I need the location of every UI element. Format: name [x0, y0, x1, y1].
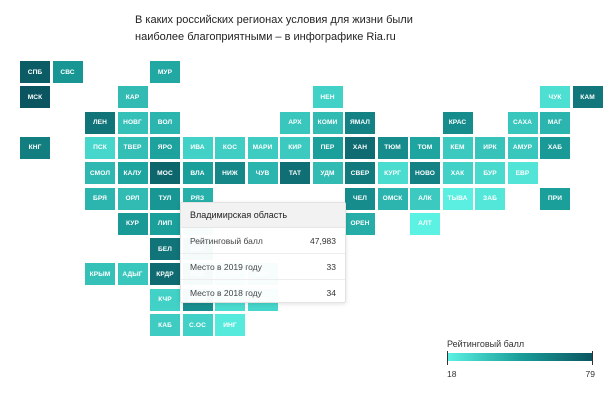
region-tile-крым[interactable]: КРЫМ — [85, 263, 115, 286]
region-tile-нен[interactable]: НЕН — [312, 86, 343, 109]
region-tile-крдр[interactable]: КРДР — [150, 263, 180, 286]
region-tile-удм[interactable]: УДМ — [312, 162, 343, 185]
region-tile-чук[interactable]: ЧУК — [540, 86, 570, 109]
region-tile-свс[interactable]: СВС — [52, 61, 83, 83]
region-tile-алк[interactable]: АЛК — [410, 187, 440, 210]
region-tile-чув[interactable]: ЧУВ — [247, 162, 278, 185]
region-tile-мск[interactable]: МСК — [20, 86, 50, 109]
region-tile-заб[interactable]: ЗАБ — [475, 187, 505, 210]
tooltip-label: Место в 2019 году — [190, 261, 262, 272]
region-tile-хак[interactable]: ХАК — [442, 162, 473, 185]
region-tile-при[interactable]: ПРИ — [540, 187, 570, 210]
region-tile-яро[interactable]: ЯРО — [150, 136, 180, 159]
region-tile-мур[interactable]: МУР — [150, 61, 180, 83]
region-tile-тул[interactable]: ТУЛ — [150, 187, 180, 210]
region-tile-крас[interactable]: КРАС — [442, 111, 473, 134]
tooltip-value: 34 — [326, 287, 336, 298]
region-tile-тат[interactable]: ТАТ — [280, 162, 310, 185]
region-tile-кам[interactable]: КАМ — [572, 86, 603, 109]
legend-title: Рейтинговый балл — [447, 339, 525, 349]
region-tile-пер[interactable]: ПЕР — [312, 136, 343, 159]
tooltip-region-name: Владимирская область — [181, 203, 345, 228]
region-tile-евр[interactable]: ЕВР — [507, 162, 538, 185]
legend-ticks: 18 79 — [447, 369, 595, 379]
region-tile-орл[interactable]: ОРЛ — [117, 187, 148, 210]
region-tile-ново[interactable]: НОВО — [410, 162, 440, 185]
region-tile-кар[interactable]: КАР — [117, 86, 148, 109]
region-tile-инг[interactable]: ИНГ — [215, 314, 245, 336]
region-tile-спб[interactable]: СПБ — [20, 61, 50, 83]
region-tile-бур[interactable]: БУР — [475, 162, 505, 185]
region-tile-ямал[interactable]: ЯМАЛ — [345, 111, 375, 134]
region-tile-алт[interactable]: АЛТ — [410, 212, 440, 235]
region-tile-новг[interactable]: НОВГ — [117, 111, 148, 134]
region-tile-мари[interactable]: МАРИ — [247, 136, 278, 159]
region-tile-кнг[interactable]: КНГ — [20, 136, 50, 159]
region-tile-калу[interactable]: КАЛУ — [117, 162, 148, 185]
region-tile-адыг[interactable]: АДЫГ — [117, 263, 148, 286]
legend-tick-max — [592, 351, 593, 365]
region-tile-кур[interactable]: КУР — [117, 212, 148, 235]
region-tile-том[interactable]: ТОМ — [410, 136, 440, 159]
region-tooltip: Владимирская область Рейтинговый балл 47… — [180, 202, 346, 303]
region-tile-бря[interactable]: БРЯ — [85, 187, 115, 210]
region-tile-смол[interactable]: СМОЛ — [85, 162, 115, 185]
color-legend: Рейтинговый балл 18 79 — [447, 339, 595, 379]
tooltip-label: Место в 2018 году — [190, 287, 262, 298]
tooltip-row-score: Рейтинговый балл 47,983 — [181, 228, 345, 254]
region-tile-лип[interactable]: ЛИП — [150, 212, 180, 235]
region-tile-лен[interactable]: ЛЕН — [85, 111, 115, 134]
legend-min-label: 18 — [447, 369, 457, 379]
region-tile-тюм[interactable]: ТЮМ — [377, 136, 408, 159]
region-tile-чел[interactable]: ЧЕЛ — [345, 187, 375, 210]
tooltip-value: 33 — [326, 261, 336, 272]
region-tile-каб[interactable]: КАБ — [150, 314, 180, 336]
tooltip-row-rank-2018: Место в 2018 году 34 — [181, 280, 345, 305]
region-tile-твер[interactable]: ТВЕР — [117, 136, 148, 159]
tooltip-value: 47,983 — [310, 235, 336, 246]
region-tile-кир[interactable]: КИР — [280, 136, 310, 159]
region-tile-вла[interactable]: ВЛА — [182, 162, 213, 185]
legend-tick-min — [447, 351, 448, 365]
region-tile-арх[interactable]: АРХ — [280, 111, 310, 134]
region-tile-пск[interactable]: ПСК — [85, 136, 115, 159]
region-tile-ива[interactable]: ИВА — [182, 136, 213, 159]
region-tile-ниж[interactable]: НИЖ — [215, 162, 245, 185]
region-tile-кос[interactable]: КОС — [215, 136, 245, 159]
legend-max-label: 79 — [585, 369, 595, 379]
region-tile-амур[interactable]: АМУР — [507, 136, 538, 159]
region-tile-с.ос[interactable]: С.ОС — [182, 314, 213, 336]
region-tile-саха[interactable]: САХА — [507, 111, 538, 134]
region-tile-омск[interactable]: ОМСК — [377, 187, 408, 210]
region-tile-коми[interactable]: КОМИ — [312, 111, 343, 134]
region-tile-орен[interactable]: ОРЕН — [345, 212, 375, 235]
region-tile-хан[interactable]: ХАН — [345, 136, 375, 159]
region-tile-вол[interactable]: ВОЛ — [150, 111, 180, 134]
legend-gradient-bar — [447, 353, 593, 361]
region-tile-бел[interactable]: БЕЛ — [150, 238, 180, 261]
region-tile-кем[interactable]: КЕМ — [442, 136, 473, 159]
chart-title: В каких российских регионах условия для … — [135, 14, 413, 43]
region-tile-кчр[interactable]: КЧР — [150, 288, 180, 311]
region-tile-свер[interactable]: СВЕР — [345, 162, 375, 185]
region-tile-хаб[interactable]: ХАБ — [540, 136, 570, 159]
tooltip-label: Рейтинговый балл — [190, 235, 263, 246]
region-tile-маг[interactable]: МАГ — [540, 111, 570, 134]
region-tile-тыва[interactable]: ТЫВА — [442, 187, 473, 210]
region-tile-мос[interactable]: МОС — [150, 162, 180, 185]
region-tile-кург[interactable]: КУРГ — [377, 162, 408, 185]
region-tile-ирк[interactable]: ИРК — [475, 136, 505, 159]
tooltip-row-rank-2019: Место в 2019 году 33 — [181, 254, 345, 280]
